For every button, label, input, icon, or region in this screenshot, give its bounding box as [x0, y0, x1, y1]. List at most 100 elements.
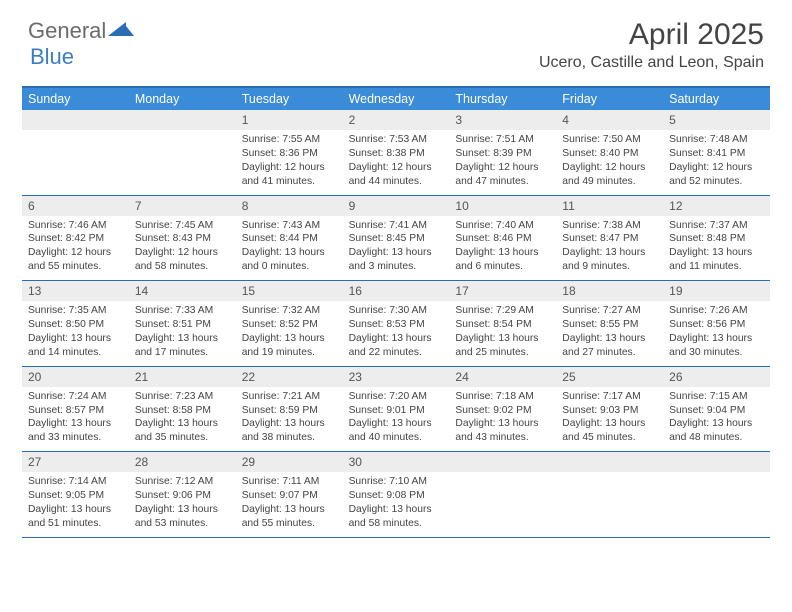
day-cell: 3Sunrise: 7:51 AMSunset: 8:39 PMDaylight… [449, 110, 556, 195]
dow-wednesday: Wednesday [343, 88, 450, 110]
day-cell [663, 452, 770, 537]
day-number: 10 [449, 196, 556, 216]
logo-text-blue: Blue [30, 44, 74, 70]
day-cell: 28Sunrise: 7:12 AMSunset: 9:06 PMDayligh… [129, 452, 236, 537]
day-cell [449, 452, 556, 537]
day-number [449, 452, 556, 472]
day-cell: 22Sunrise: 7:21 AMSunset: 8:59 PMDayligh… [236, 367, 343, 452]
day-number: 2 [343, 110, 450, 130]
day-cell: 29Sunrise: 7:11 AMSunset: 9:07 PMDayligh… [236, 452, 343, 537]
day-number [129, 110, 236, 130]
day-cell: 6Sunrise: 7:46 AMSunset: 8:42 PMDaylight… [22, 196, 129, 281]
day-number: 7 [129, 196, 236, 216]
day-number: 17 [449, 281, 556, 301]
day-details: Sunrise: 7:29 AMSunset: 8:54 PMDaylight:… [449, 301, 556, 360]
dow-sunday: Sunday [22, 88, 129, 110]
day-number: 16 [343, 281, 450, 301]
week-row: 13Sunrise: 7:35 AMSunset: 8:50 PMDayligh… [22, 281, 770, 367]
day-details: Sunrise: 7:37 AMSunset: 8:48 PMDaylight:… [663, 216, 770, 275]
day-cell: 12Sunrise: 7:37 AMSunset: 8:48 PMDayligh… [663, 196, 770, 281]
day-cell: 18Sunrise: 7:27 AMSunset: 8:55 PMDayligh… [556, 281, 663, 366]
day-number: 26 [663, 367, 770, 387]
day-details: Sunrise: 7:12 AMSunset: 9:06 PMDaylight:… [129, 472, 236, 531]
title-block: April 2025 Ucero, Castille and Leon, Spa… [539, 18, 764, 72]
day-cell: 13Sunrise: 7:35 AMSunset: 8:50 PMDayligh… [22, 281, 129, 366]
day-details: Sunrise: 7:27 AMSunset: 8:55 PMDaylight:… [556, 301, 663, 360]
day-number: 3 [449, 110, 556, 130]
day-cell [556, 452, 663, 537]
day-cell: 30Sunrise: 7:10 AMSunset: 9:08 PMDayligh… [343, 452, 450, 537]
day-number: 9 [343, 196, 450, 216]
day-cell: 15Sunrise: 7:32 AMSunset: 8:52 PMDayligh… [236, 281, 343, 366]
day-details: Sunrise: 7:38 AMSunset: 8:47 PMDaylight:… [556, 216, 663, 275]
day-number [22, 110, 129, 130]
day-number: 21 [129, 367, 236, 387]
day-cell: 24Sunrise: 7:18 AMSunset: 9:02 PMDayligh… [449, 367, 556, 452]
dow-thursday: Thursday [449, 88, 556, 110]
day-cell: 11Sunrise: 7:38 AMSunset: 8:47 PMDayligh… [556, 196, 663, 281]
location: Ucero, Castille and Leon, Spain [539, 54, 764, 72]
day-cell: 27Sunrise: 7:14 AMSunset: 9:05 PMDayligh… [22, 452, 129, 537]
weeks-container: 1Sunrise: 7:55 AMSunset: 8:36 PMDaylight… [22, 110, 770, 538]
day-cell: 16Sunrise: 7:30 AMSunset: 8:53 PMDayligh… [343, 281, 450, 366]
header: General April 2025 Ucero, Castille and L… [0, 0, 792, 78]
day-number [663, 452, 770, 472]
day-cell: 23Sunrise: 7:20 AMSunset: 9:01 PMDayligh… [343, 367, 450, 452]
day-cell: 26Sunrise: 7:15 AMSunset: 9:04 PMDayligh… [663, 367, 770, 452]
day-cell [22, 110, 129, 195]
day-cell: 25Sunrise: 7:17 AMSunset: 9:03 PMDayligh… [556, 367, 663, 452]
day-number: 14 [129, 281, 236, 301]
day-number: 13 [22, 281, 129, 301]
day-details: Sunrise: 7:35 AMSunset: 8:50 PMDaylight:… [22, 301, 129, 360]
day-details: Sunrise: 7:17 AMSunset: 9:03 PMDaylight:… [556, 387, 663, 446]
day-details: Sunrise: 7:45 AMSunset: 8:43 PMDaylight:… [129, 216, 236, 275]
day-number: 25 [556, 367, 663, 387]
week-row: 6Sunrise: 7:46 AMSunset: 8:42 PMDaylight… [22, 196, 770, 282]
week-row: 1Sunrise: 7:55 AMSunset: 8:36 PMDaylight… [22, 110, 770, 196]
day-number: 20 [22, 367, 129, 387]
day-details: Sunrise: 7:23 AMSunset: 8:58 PMDaylight:… [129, 387, 236, 446]
calendar: SundayMondayTuesdayWednesdayThursdayFrid… [22, 86, 770, 538]
day-details: Sunrise: 7:11 AMSunset: 9:07 PMDaylight:… [236, 472, 343, 531]
day-number: 18 [556, 281, 663, 301]
day-cell: 21Sunrise: 7:23 AMSunset: 8:58 PMDayligh… [129, 367, 236, 452]
dow-friday: Friday [556, 88, 663, 110]
day-cell: 17Sunrise: 7:29 AMSunset: 8:54 PMDayligh… [449, 281, 556, 366]
day-details: Sunrise: 7:30 AMSunset: 8:53 PMDaylight:… [343, 301, 450, 360]
day-cell: 1Sunrise: 7:55 AMSunset: 8:36 PMDaylight… [236, 110, 343, 195]
day-details: Sunrise: 7:21 AMSunset: 8:59 PMDaylight:… [236, 387, 343, 446]
day-number: 1 [236, 110, 343, 130]
day-details: Sunrise: 7:10 AMSunset: 9:08 PMDaylight:… [343, 472, 450, 531]
day-number: 24 [449, 367, 556, 387]
day-number: 30 [343, 452, 450, 472]
day-number: 8 [236, 196, 343, 216]
day-details: Sunrise: 7:48 AMSunset: 8:41 PMDaylight:… [663, 130, 770, 189]
day-number: 4 [556, 110, 663, 130]
day-number: 6 [22, 196, 129, 216]
day-details: Sunrise: 7:51 AMSunset: 8:39 PMDaylight:… [449, 130, 556, 189]
day-number: 23 [343, 367, 450, 387]
day-details: Sunrise: 7:32 AMSunset: 8:52 PMDaylight:… [236, 301, 343, 360]
dow-tuesday: Tuesday [236, 88, 343, 110]
week-row: 20Sunrise: 7:24 AMSunset: 8:57 PMDayligh… [22, 367, 770, 453]
day-number: 12 [663, 196, 770, 216]
day-cell: 4Sunrise: 7:50 AMSunset: 8:40 PMDaylight… [556, 110, 663, 195]
day-details: Sunrise: 7:14 AMSunset: 9:05 PMDaylight:… [22, 472, 129, 531]
week-row: 27Sunrise: 7:14 AMSunset: 9:05 PMDayligh… [22, 452, 770, 538]
day-cell: 10Sunrise: 7:40 AMSunset: 8:46 PMDayligh… [449, 196, 556, 281]
day-cell: 2Sunrise: 7:53 AMSunset: 8:38 PMDaylight… [343, 110, 450, 195]
day-details: Sunrise: 7:24 AMSunset: 8:57 PMDaylight:… [22, 387, 129, 446]
day-details: Sunrise: 7:20 AMSunset: 9:01 PMDaylight:… [343, 387, 450, 446]
day-number: 29 [236, 452, 343, 472]
day-details: Sunrise: 7:55 AMSunset: 8:36 PMDaylight:… [236, 130, 343, 189]
day-number: 19 [663, 281, 770, 301]
day-cell: 9Sunrise: 7:41 AMSunset: 8:45 PMDaylight… [343, 196, 450, 281]
day-details: Sunrise: 7:53 AMSunset: 8:38 PMDaylight:… [343, 130, 450, 189]
day-number: 27 [22, 452, 129, 472]
day-number: 15 [236, 281, 343, 301]
logo-text-gray: General [28, 18, 106, 44]
day-cell [129, 110, 236, 195]
day-details: Sunrise: 7:26 AMSunset: 8:56 PMDaylight:… [663, 301, 770, 360]
day-details: Sunrise: 7:50 AMSunset: 8:40 PMDaylight:… [556, 130, 663, 189]
day-number: 5 [663, 110, 770, 130]
